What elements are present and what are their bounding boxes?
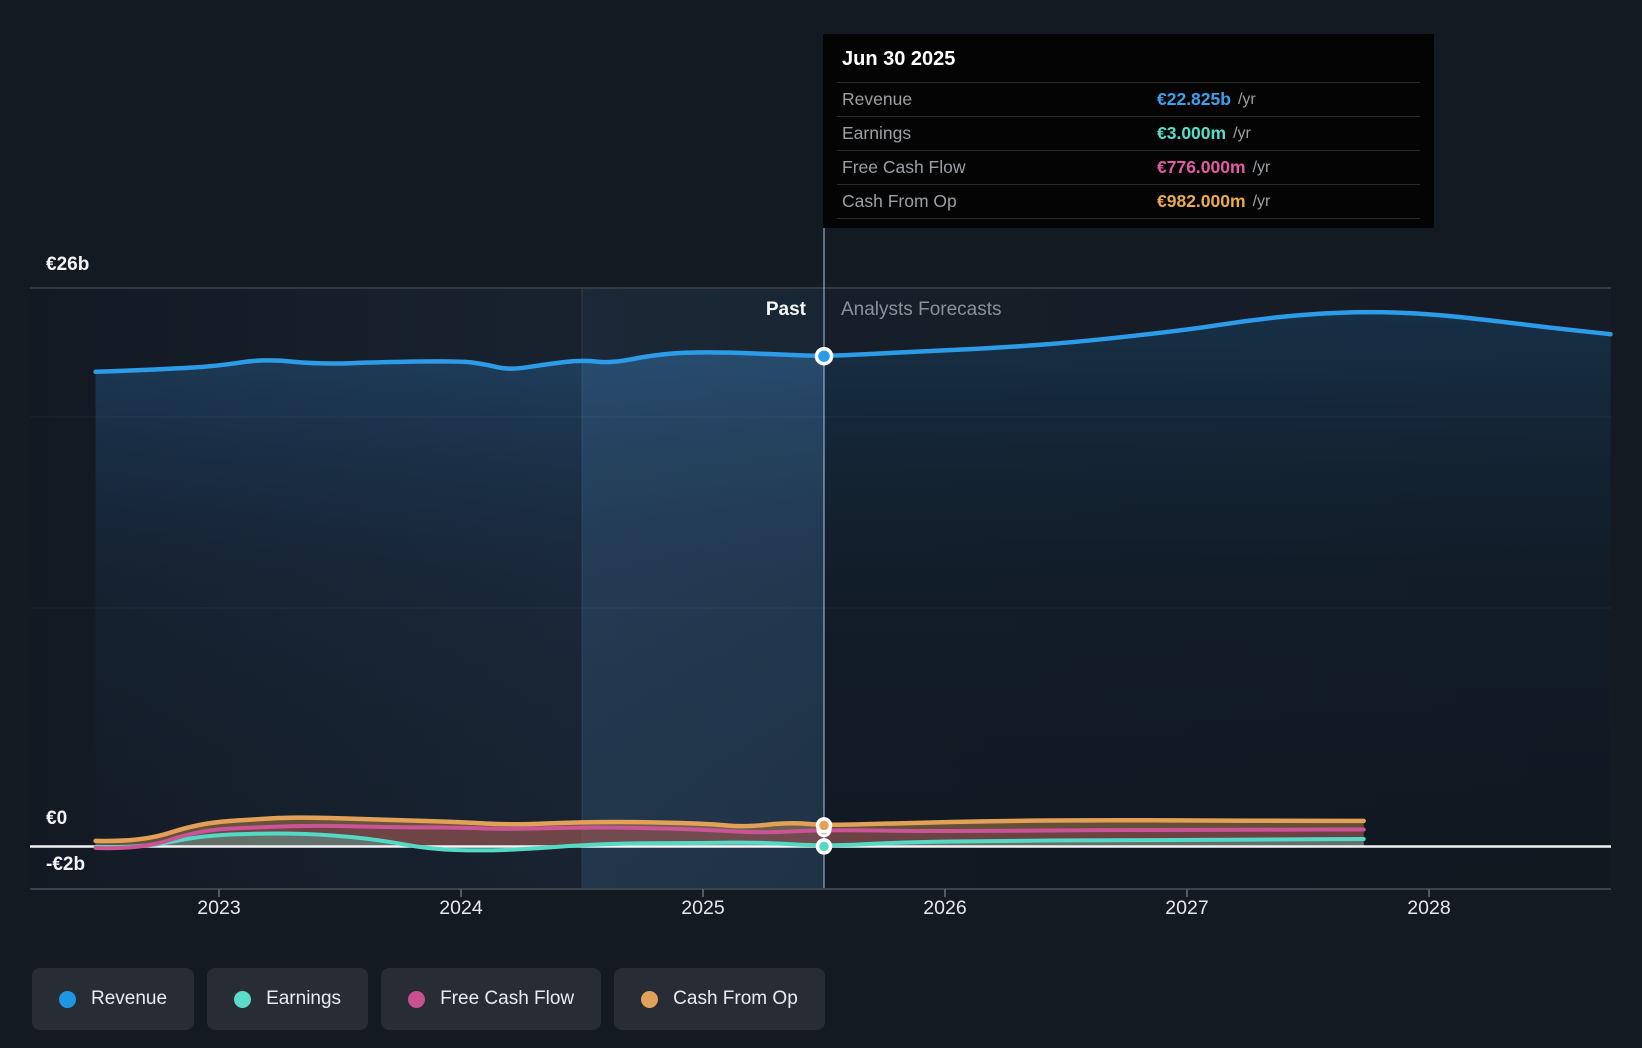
x-axis-label-2025: 2025 (681, 897, 725, 919)
past-section-label: Past (765, 299, 806, 320)
tooltip-row-earnings: Earnings €3.000m /yr (837, 116, 1420, 150)
legend-toggle-free-cash-flow[interactable]: Free Cash Flow (381, 968, 602, 1030)
tooltip-value: €982.000m (1157, 191, 1246, 211)
legend-label: Revenue (91, 988, 168, 1009)
x-axis-label-2028: 2028 (1407, 897, 1451, 919)
y-axis-label-0: €0 (46, 808, 68, 829)
tooltip-date: Jun 30 2025 (842, 48, 956, 70)
cash-from-op-dot-icon (641, 990, 659, 1008)
legend-label: Earnings (266, 988, 342, 1009)
legend-label: Free Cash Flow (440, 988, 575, 1009)
tooltip-value: €22.825b (1157, 89, 1231, 109)
hover-tooltip: Jun 30 2025 Revenue €22.825b /yr Earning… (823, 34, 1434, 228)
free-cash-flow-dot-icon (408, 990, 426, 1008)
analysts-forecasts-section-label: Analysts Forecasts (841, 299, 1002, 320)
tooltip-row-revenue: Revenue €22.825b /yr (837, 82, 1420, 116)
x-axis-label-2027: 2027 (1165, 897, 1209, 919)
tooltip-row-free-cash-flow: Free Cash Flow €776.000m /yr (837, 150, 1420, 184)
tooltip-row-label: Free Cash Flow (842, 157, 966, 177)
tooltip-unit: /yr (1237, 90, 1256, 108)
earnings-dot-icon (234, 990, 252, 1008)
tooltip-value: €776.000m (1157, 157, 1246, 177)
legend-label: Cash From Op (673, 988, 798, 1009)
tooltip-unit: /yr (1252, 158, 1271, 176)
x-axis-label-2026: 2026 (923, 897, 967, 919)
tooltip-row-label: Earnings (842, 123, 912, 143)
y-axis-label-neg2b: -€2b (46, 854, 86, 875)
legend-toggle-earnings[interactable]: Earnings (207, 968, 369, 1030)
tooltip-row-label: Revenue (842, 89, 913, 109)
y-axis-label-26b: €26b (46, 254, 90, 275)
tooltip-unit: /yr (1233, 124, 1251, 142)
revenue-dot-icon (59, 990, 76, 1008)
chart-legend: Revenue Earnings Free Cash Flow Cash Fro… (32, 968, 825, 1030)
tooltip-row-cash-from-op: Cash From Op €982.000m /yr (837, 184, 1420, 219)
legend-toggle-revenue[interactable]: Revenue (32, 968, 195, 1030)
tooltip-unit: /yr (1252, 192, 1271, 210)
x-axis-label-2023: 2023 (197, 897, 241, 919)
legend-toggle-cash-from-op[interactable]: Cash From Op (614, 968, 825, 1030)
tooltip-value: €3.000m (1157, 123, 1227, 143)
x-axis-label-2024: 2024 (439, 897, 483, 919)
tooltip-row-label: Cash From Op (842, 191, 957, 211)
